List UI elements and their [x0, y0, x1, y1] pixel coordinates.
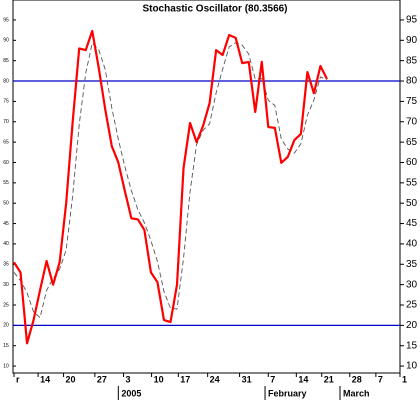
y-tick-label-left: 95 [3, 17, 9, 23]
y-tick-label: 85 [406, 55, 418, 66]
x-tick-label: 3 [126, 374, 131, 384]
y-tick-label-left: 15 [3, 343, 9, 349]
chart-title: Stochastic Oscillator (80.3566) [142, 4, 287, 15]
y-tick-label-left: 50 [3, 201, 9, 207]
y-tick-label-left: 55 [3, 180, 9, 186]
y-tick-label-left: 25 [3, 302, 9, 308]
month-label: February [268, 388, 307, 398]
y-tick-label: 70 [406, 116, 418, 127]
x-tick-label: 31 [242, 374, 252, 384]
y-tick-label-left: 80 [3, 78, 9, 84]
y-tick-label: 90 [406, 35, 418, 46]
series-line [13, 29, 328, 345]
x-tick-label: 21 [324, 374, 334, 384]
y-tick-label-left: 70 [3, 119, 9, 125]
y-tick-label-left: 85 [3, 58, 9, 64]
x-tick-label: 14 [40, 374, 50, 384]
y-tick-label: 50 [406, 198, 418, 209]
y-tick-label: 65 [406, 137, 418, 148]
y-tick-label-left: 60 [3, 160, 9, 166]
y-tick-label-left: 90 [3, 38, 9, 44]
y-tick-label-left: 40 [3, 241, 9, 247]
series-line [13, 42, 328, 319]
x-tick-label: 10 [154, 374, 164, 384]
y-tick-label-left: 35 [3, 262, 9, 268]
y-tick-label: 20 [406, 320, 418, 331]
plot-frame [12, 0, 401, 374]
y-tick-label-left: 65 [3, 139, 9, 145]
y-tick-label: 30 [406, 279, 418, 290]
x-tick-label: 17 [180, 374, 190, 384]
y-tick-label-left: 20 [3, 323, 9, 329]
x-tick-label: 7 [270, 374, 275, 384]
x-tick-label: r [16, 374, 20, 384]
y-tick-label: 40 [406, 239, 418, 250]
y-tick-label: 80 [406, 76, 418, 87]
y-tick-label-left: 10 [3, 363, 9, 369]
y-tick-label: 45 [406, 218, 418, 229]
x-tick-label: 7 [378, 374, 383, 384]
x-tick-label: 27 [97, 374, 107, 384]
y-tick-label-left: 45 [3, 221, 9, 227]
y-tick-label: 60 [406, 157, 418, 168]
y-tick-label: 15 [406, 340, 418, 351]
x-tick-label: 20 [66, 374, 76, 384]
y-tick-label: 75 [406, 96, 418, 107]
y-tick-label: 95 [406, 15, 418, 26]
month-label: 2005 [121, 388, 141, 398]
y-tick-label: 10 [406, 361, 418, 372]
x-tick-label: 24 [210, 374, 220, 384]
x-tick-label: 14 [298, 374, 308, 384]
y-tick-label: 55 [406, 177, 418, 188]
x-tick-label: 28 [352, 374, 362, 384]
y-tick-label-left: 30 [3, 282, 9, 288]
y-tick-label: 25 [406, 300, 418, 311]
y-tick-label: 35 [406, 259, 418, 270]
month-label: March [343, 388, 370, 398]
x-tick-label: 1 [402, 374, 407, 384]
y-tick-label-left: 75 [3, 99, 9, 105]
